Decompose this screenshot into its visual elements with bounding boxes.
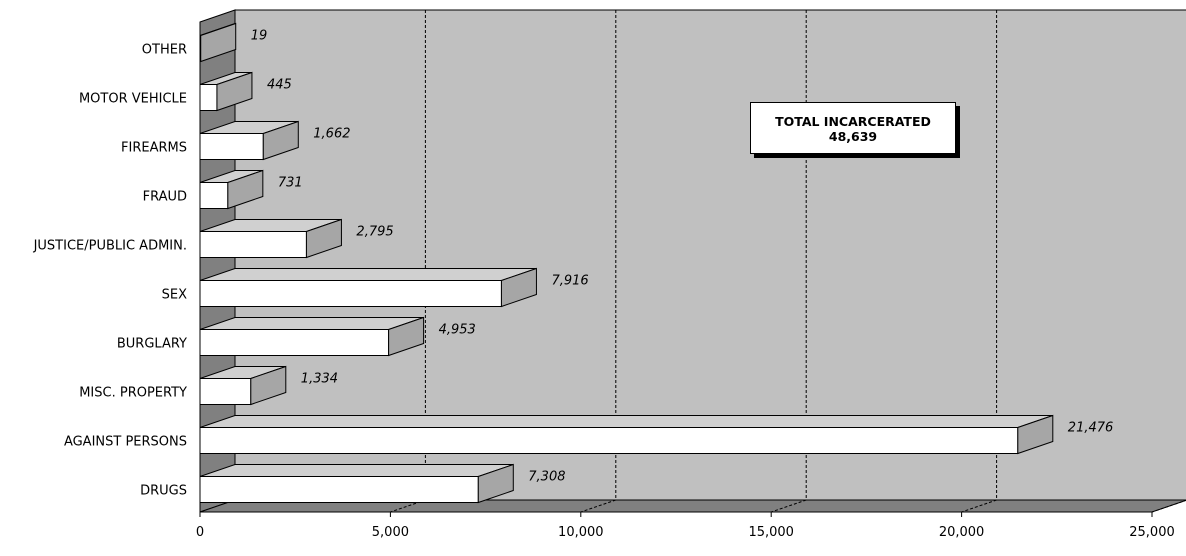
x-tick-label: 0 — [196, 525, 204, 540]
data-label: 7,916 — [551, 274, 588, 289]
category-label: JUSTICE/PUBLIC ADMIN. — [33, 239, 187, 254]
bar — [199, 84, 218, 111]
category-label: MISC. PROPERTY — [79, 386, 187, 401]
category-label: DRUGS — [140, 484, 187, 499]
category-label: FRAUD — [143, 190, 187, 205]
bar — [199, 231, 307, 258]
data-label: 1,662 — [313, 127, 350, 142]
category-label: AGAINST PERSONS — [64, 435, 187, 450]
x-tick-label: 15,000 — [748, 525, 794, 540]
bar-top-face — [199, 317, 424, 330]
total-annotation-box: TOTAL INCARCERATED 48,639 — [750, 102, 956, 154]
bar-top-face — [199, 415, 1053, 428]
bar-side-face — [262, 120, 299, 161]
data-label: 19 — [251, 29, 268, 44]
category-label: BURGLARY — [117, 337, 187, 352]
gridline-floor — [1151, 499, 1186, 513]
data-label: 7,308 — [528, 470, 565, 485]
bar-top-face — [199, 464, 514, 477]
x-tick-label: 20,000 — [939, 525, 985, 540]
bar-side-face — [250, 365, 287, 406]
data-label: 731 — [278, 176, 303, 191]
gridline-floor — [961, 499, 997, 513]
category-label: OTHER — [142, 43, 187, 58]
gridline-floor — [580, 499, 616, 513]
bar-side-face — [477, 463, 514, 504]
bar-side-face — [500, 267, 537, 308]
bar-side-face — [216, 71, 253, 112]
bar — [199, 378, 252, 405]
bar — [199, 280, 502, 307]
data-label: 4,953 — [439, 323, 476, 338]
x-tick-label: 10,000 — [558, 525, 604, 540]
bar-side-face — [388, 316, 425, 357]
category-label: FIREARMS — [121, 141, 187, 156]
data-label: 1,334 — [301, 372, 338, 387]
data-label: 445 — [267, 78, 292, 93]
category-label: SEX — [162, 288, 187, 303]
x-tick-label: 5,000 — [372, 525, 409, 540]
bar — [199, 329, 390, 356]
category-label: MOTOR VEHICLE — [79, 92, 187, 107]
data-label: 2,795 — [356, 225, 393, 240]
bar-top-face — [199, 268, 537, 281]
bar — [199, 427, 1019, 454]
bar — [199, 182, 229, 209]
total-annotation-title: TOTAL INCARCERATED — [775, 114, 931, 129]
bar-side-face — [227, 169, 264, 210]
x-tick-label: 25,000 — [1129, 525, 1175, 540]
bar-side-face — [1017, 414, 1054, 455]
bar — [199, 476, 479, 503]
bar — [199, 133, 264, 160]
total-annotation-value: 48,639 — [828, 129, 878, 144]
bar-side-face — [200, 22, 237, 63]
gridline-floor — [771, 499, 807, 513]
data-label: 21,476 — [1068, 421, 1114, 436]
bar-side-face — [305, 218, 342, 259]
